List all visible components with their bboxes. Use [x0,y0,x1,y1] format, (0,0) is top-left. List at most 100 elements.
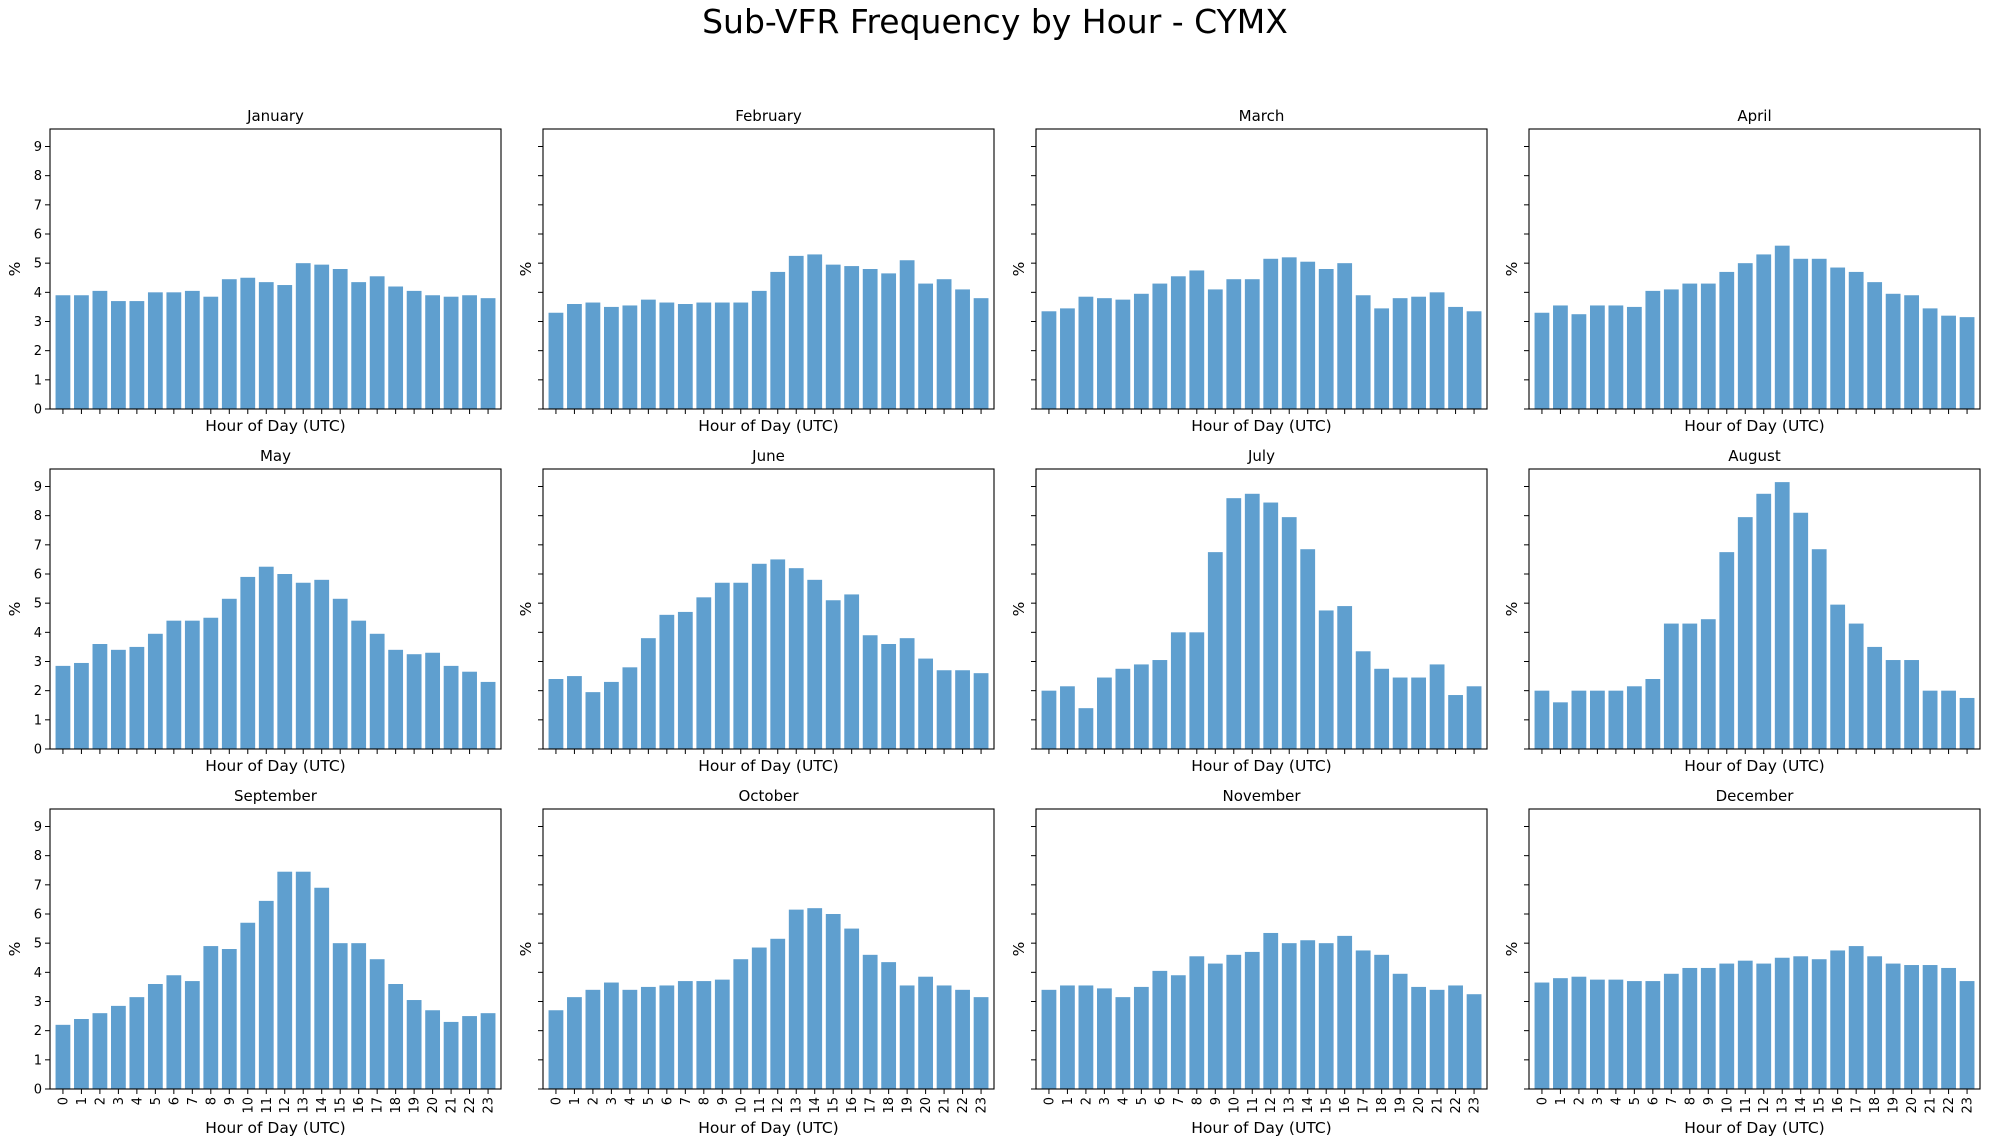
bar [1811,258,1827,409]
x-tick-label: 3 [112,1097,127,1105]
bar [1189,270,1205,409]
bar [184,981,200,1089]
bar [1959,981,1975,1089]
bar [1244,279,1260,409]
bar [258,282,274,410]
y-axis-label: % [517,942,535,957]
y-tick-label: 1 [34,373,42,388]
x-tick-label: 9 [223,1097,238,1105]
bar [1448,985,1463,1089]
bar [425,295,441,409]
y-tick-label: 3 [34,995,42,1010]
x-tick-label: 23 [482,1097,497,1114]
bar [733,302,749,409]
bar [825,264,841,410]
x-tick-label: 9 [1702,1097,1717,1105]
bar [936,985,952,1089]
bar [406,1000,422,1089]
x-tick-label: 12 [278,1097,293,1114]
bar [640,986,656,1089]
bar [1392,298,1408,409]
axes-frame [1528,808,1981,1090]
bar [1392,677,1408,749]
x-tick-label: 16 [1831,1097,1846,1114]
panel-february: February Hour of Day (UTC)% [517,107,995,435]
bar [1941,315,1956,409]
bar [406,290,422,410]
bar [1571,690,1587,749]
x-axis-label: Hour of Day (UTC) [1191,1119,1331,1137]
x-tick-label: 22 [1942,1097,1957,1114]
x-tick-label: 23 [1961,1097,1976,1114]
x-axis-label: Hour of Day (UTC) [1684,417,1824,435]
bar [585,302,601,409]
bar [92,644,108,749]
bar [55,295,71,409]
x-tick-label: 11 [1739,1097,1754,1114]
bar [1152,660,1168,749]
x-tick-label: 0 [56,1097,71,1105]
y-axis-label: % [6,602,24,617]
panel-title: February [735,107,802,125]
y-tick-label: 8 [34,169,42,184]
bar [462,1016,477,1089]
x-tick-label: 18 [389,1097,404,1114]
bar [1719,552,1735,750]
bar [604,306,619,409]
x-tick-label: 16 [352,1097,367,1114]
x-axis-label: Hour of Day (UTC) [205,417,345,435]
x-tick-label: 3 [605,1097,620,1105]
panel-october: 0 1 2 3 4 5 6 7 8 9 10 11 12 13 14 15 16 17 18 19 20 21 22 23Oc… [517,787,995,1137]
bar [1189,632,1205,749]
bar [1645,981,1661,1089]
bar [604,982,619,1089]
y-tick-label: 5 [34,937,42,952]
bar [1737,263,1753,409]
x-tick-label: 22 [1449,1097,1464,1114]
bar [1811,549,1827,749]
bar [1337,263,1353,409]
x-tick-label: 13 [1776,1097,1791,1114]
bar [1645,679,1661,749]
y-tick-label: 4 [34,966,42,981]
bar [203,296,219,409]
bar [1571,314,1587,409]
x-tick-label: 7 [186,1097,201,1105]
bar [295,263,311,409]
bar [240,922,256,1089]
bar [1466,686,1482,749]
bar [807,579,823,749]
bar [1133,293,1149,409]
x-tick-label: 6 [167,1097,182,1105]
bar [1263,258,1279,409]
y-tick-label: 2 [34,344,42,359]
bar [1392,973,1408,1089]
bar [1355,651,1371,749]
bar [770,271,786,409]
x-axis-label: Hour of Day (UTC) [1684,1119,1824,1137]
bar [622,667,638,749]
bar [640,638,656,749]
bar [129,646,145,749]
x-tick-label: 21 [1924,1097,1939,1114]
bar [332,598,348,749]
panel-december: 0 1 2 3 4 5 6 7 8 9 10 11 12 13 14 15 16 17 18 19 20 21 22 23De… [1503,787,1981,1137]
bar [1534,982,1550,1089]
bar [184,290,200,410]
bar [677,611,693,749]
bar [714,302,730,409]
bar [1170,975,1186,1089]
bar [973,673,989,749]
x-tick-label: 23 [1468,1097,1483,1114]
bar [1281,943,1297,1089]
y-axis-label: % [517,602,535,617]
bar [295,871,311,1089]
bar [788,909,804,1090]
x-tick-label: 13 [1283,1097,1298,1114]
x-tick-label: 3 [1098,1097,1113,1105]
bar [1281,517,1297,750]
y-tick-label: 1 [34,1053,42,1068]
bar [462,671,477,749]
panel-june: June Hour of Day (UTC)% [517,447,995,775]
x-tick-label: 19 [901,1097,916,1114]
